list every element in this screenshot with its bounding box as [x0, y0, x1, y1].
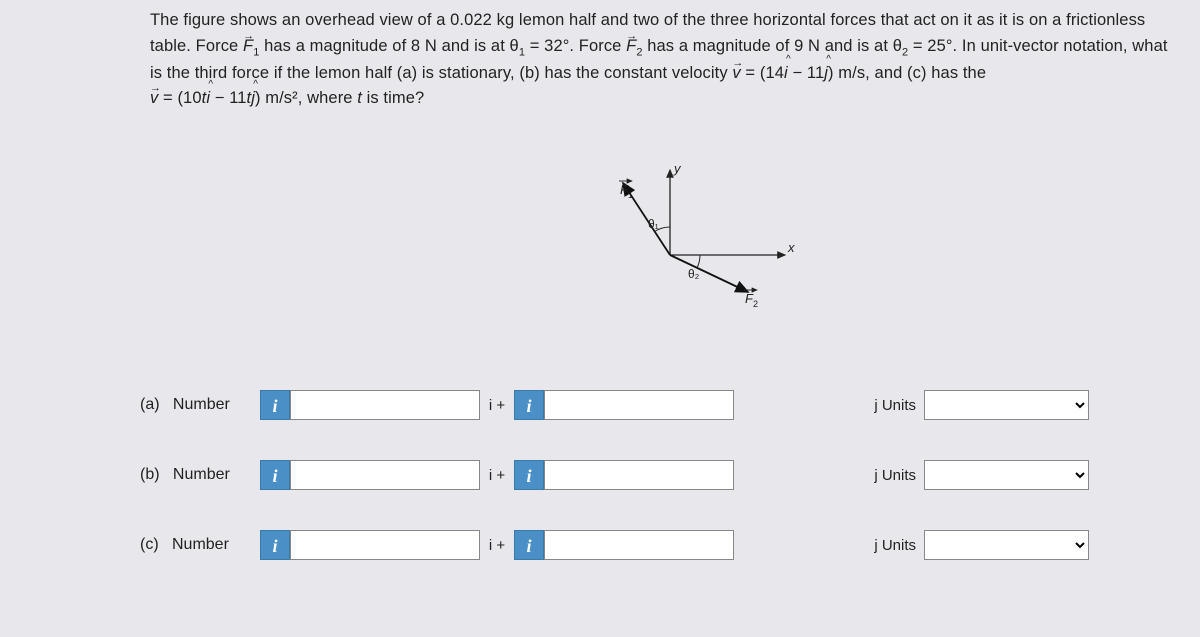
i-plus-c: i +	[480, 537, 514, 554]
i-hat-2: i	[206, 86, 210, 112]
q-line4c: ) m/s², where	[255, 89, 357, 107]
diagram-svg: y x F 1 F 2 θ₁ θ₂	[560, 160, 820, 350]
vec-v2-sym: →v	[150, 86, 158, 112]
input-c-i[interactable]	[290, 530, 480, 560]
j-hat-2: j	[251, 86, 255, 112]
input-c-j[interactable]	[544, 530, 734, 560]
q-line3c: − 11	[788, 64, 824, 82]
question-text: The figure shows an overhead view of a 0…	[150, 8, 1180, 112]
f2-vector	[670, 255, 748, 292]
q-line3b: = (14	[741, 64, 784, 82]
theta2-label: θ₂	[688, 267, 700, 281]
unit-select-a[interactable]: Nkgm/sm/s²	[924, 390, 1089, 420]
info-button-a-i[interactable]: i	[260, 390, 290, 420]
q-line4b: − 11	[210, 89, 246, 107]
answer-row-c: (c) Number i i + i j Units Nkgm/sm/s²	[140, 530, 1170, 560]
answer-row-a: (a) Number i i + i j Units Nkgm/sm/s²	[140, 390, 1170, 420]
info-button-c-j[interactable]: i	[514, 530, 544, 560]
i-plus-a: i +	[480, 397, 514, 414]
force-diagram: y x F 1 F 2 θ₁ θ₂	[560, 160, 820, 350]
info-button-a-j[interactable]: i	[514, 390, 544, 420]
input-a-j[interactable]	[544, 390, 734, 420]
q-line4d: is time?	[362, 89, 424, 107]
input-b-i[interactable]	[290, 460, 480, 490]
q-line2c: = 32°. Force	[525, 37, 626, 55]
f1-sub: 1	[628, 190, 633, 200]
vec-v1-sym: →v	[732, 61, 740, 87]
answer-area: (a) Number i i + i j Units Nkgm/sm/s² (b…	[140, 390, 1170, 600]
input-b-j[interactable]	[544, 460, 734, 490]
q-line2e: = 25°. In unit-vector notation,	[908, 37, 1127, 55]
info-button-c-i[interactable]: i	[260, 530, 290, 560]
i-hat-1: i	[784, 61, 788, 87]
y-axis-label: y	[673, 161, 682, 176]
part-label-c: (c) Number	[140, 536, 260, 554]
i-plus-b: i +	[480, 467, 514, 484]
part-label-a: (a) Number	[140, 396, 260, 414]
vec-F1-sym: →F	[243, 34, 253, 60]
j-units-c: j Units	[874, 537, 924, 554]
j-hat-1: j	[824, 61, 828, 87]
theta1-label: θ₁	[648, 217, 659, 231]
info-button-b-i[interactable]: i	[260, 460, 290, 490]
j-units-a: j Units	[874, 397, 924, 414]
input-a-i[interactable]	[290, 390, 480, 420]
info-button-b-j[interactable]: i	[514, 460, 544, 490]
q-line2d: has a magnitude of 9 N and is at θ	[643, 37, 902, 55]
q-line2b: has a magnitude of 8 N and is at θ	[259, 37, 518, 55]
answer-row-b: (b) Number i i + i j Units Nkgm/sm/s²	[140, 460, 1170, 490]
vec-F2-sym: →F	[626, 34, 636, 60]
j-units-b: j Units	[874, 467, 924, 484]
x-axis-label: x	[787, 240, 795, 255]
part-label-b: (b) Number	[140, 466, 260, 484]
unit-select-b[interactable]: Nkgm/sm/s²	[924, 460, 1089, 490]
q-line4a: = (10	[158, 89, 201, 107]
q-line1: The figure shows an overhead view of a 0…	[150, 11, 1145, 29]
f2-sub: 2	[753, 299, 758, 309]
unit-select-c[interactable]: Nkgm/sm/s²	[924, 530, 1089, 560]
q-line3d: ) m/s, and (c) has the	[828, 64, 986, 82]
q-line2a: table. Force	[150, 37, 243, 55]
